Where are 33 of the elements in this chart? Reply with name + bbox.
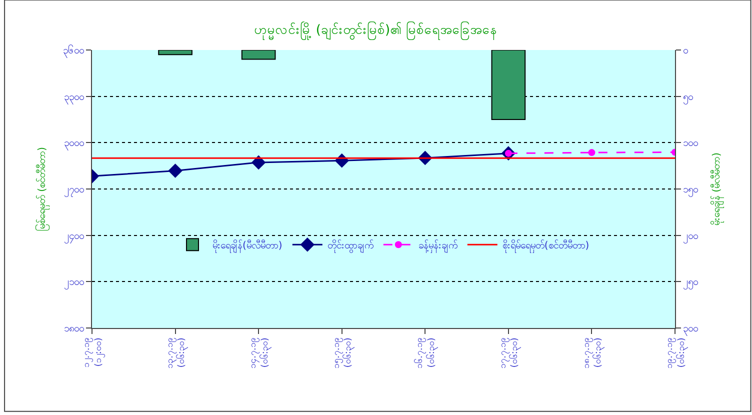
legend-label: စိုးရိမ်ရေမှတ်(စင်တီမီတာ) (502, 238, 590, 254)
x-tick-label: ၁၉.၇.၁၉ (၀၆:၃၀) (665, 338, 688, 368)
y2-tick-label: ၅၀ (683, 92, 693, 105)
y-tick-label: ၂၄၀၀ (64, 230, 84, 244)
y-tick-label: ၃၆၀၀ (63, 44, 84, 58)
y2-tick-label: ၁၀၀ (683, 138, 698, 150)
y-tick-label: ၁၈၀၀ (64, 324, 84, 334)
y2-axis-title: မိုးရေချိန် (မီလီမီတာ) (710, 152, 724, 226)
chart-title: ဟုမ္မလင်းမြို့ (ချင်းတွင်းမြစ်)၏ မြစ်ရေအခြေအနေ (254, 21, 498, 40)
x-tick-label: ၁၅.၇.၁၉ (၀၆:၃၀) (332, 338, 355, 368)
y2-tick-label: ၂၅၀ (683, 277, 698, 290)
y2-tick-label: ၃၀၀ (683, 324, 698, 336)
y2-tick-label: ၁၅၀ (683, 184, 698, 198)
y2-tick-label: ၀ (683, 46, 688, 56)
y-tick-label: ၃၀၀၀ (64, 138, 84, 152)
point (168, 164, 182, 178)
y-tick-label: ၃၃၀၀ (64, 92, 84, 105)
x-tick-label: ၁၈.၇.၁၉ (၀၆:၃၀) (582, 338, 604, 368)
y-tick-label: ၂၁၀၀ (64, 277, 84, 290)
x-tick-label: ၁၄.၇.၁၉ (၀၆:၃၀) (248, 338, 272, 368)
y2-tick-label: ၂၀၀ (683, 230, 698, 244)
bar (241, 50, 276, 60)
legend-label: ခန့်မှန်းချက် (418, 238, 458, 254)
x-tick-label: ၁၂.၇.၁၉ (၁၂:၀၀) (82, 338, 105, 368)
legend-label: တိုင်းထွာချက် (327, 238, 374, 254)
point (588, 149, 596, 156)
x-tick-label: ၁၃.၇.၁၉ (၀၆:၃၀) (165, 338, 188, 368)
y-axis-title: မြစ်ရေမှတ် (စင်တီမီတာ) (34, 146, 50, 231)
legend-label: မိုးရေချိန်(မီလီမီတာ) (212, 238, 282, 254)
x-tick-label: ၁၆.၇.၁၉ (၀၆:၃၀) (414, 338, 438, 368)
x-tick-label: ၁၇.၇.၁၉ (၀၆:၃၀) (498, 338, 522, 368)
bar (158, 50, 192, 56)
y-tick-label: ၂၇၀၀ (64, 184, 84, 198)
